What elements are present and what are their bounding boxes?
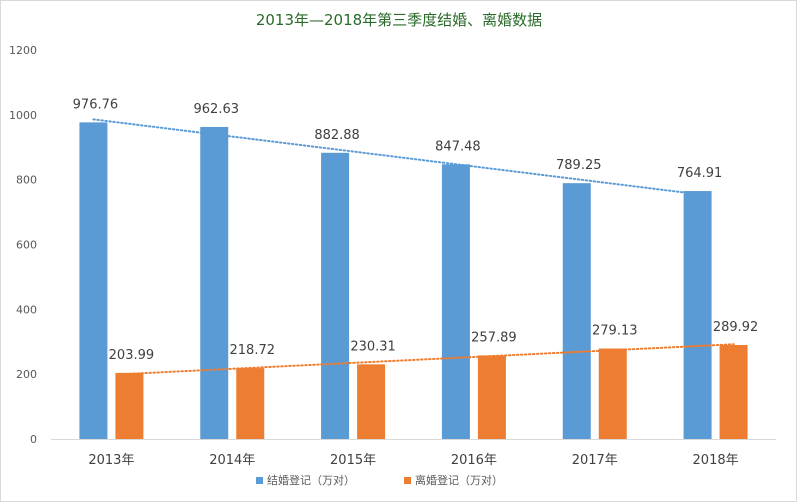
x-tick-label: 2017年 (572, 453, 618, 468)
bar-divorce (357, 364, 386, 439)
bars (79, 122, 748, 439)
bar-marriage (79, 122, 108, 439)
legend-label-marriage: 结婚登记（万对） (267, 473, 355, 487)
legend-label-divorce: 离婚登记（万对） (415, 473, 503, 487)
bar-divorce (477, 355, 506, 439)
x-axis: 2013年 2014年 2015年 2016年 2017年 2018年 (51, 439, 776, 468)
data-label-divorce: 289.92 (713, 320, 759, 335)
legend: 结婚登记（万对） 离婚登记（万对） (256, 473, 503, 487)
data-label-divorce: 257.89 (471, 330, 517, 345)
trendlines (92, 118, 735, 375)
trendline-divorce (128, 343, 735, 375)
data-label-divorce: 203.99 (109, 348, 155, 363)
y-tick-label: 1000 (9, 109, 37, 122)
bar-marriage (683, 191, 712, 439)
data-label-marriage: 764.91 (677, 166, 723, 181)
x-tick-label: 2016年 (451, 453, 497, 468)
bar-marriage (321, 152, 350, 439)
chart-title: 2013年—2018年第三季度结婚、离婚数据 (256, 11, 542, 29)
data-label-marriage: 882.88 (314, 128, 360, 143)
bar-marriage (562, 183, 591, 439)
bar-divorce (598, 348, 627, 439)
data-label-divorce: 230.31 (350, 339, 396, 354)
legend-swatch-divorce (404, 477, 411, 484)
data-label-marriage: 962.63 (194, 102, 240, 117)
y-axis: 0 200 400 600 800 1000 1200 (9, 44, 37, 446)
legend-swatch-marriage (256, 477, 263, 484)
data-label-marriage: 976.76 (73, 97, 119, 112)
y-tick-label: 0 (30, 433, 37, 446)
y-tick-label: 400 (16, 303, 37, 316)
x-tick-label: 2018年 (693, 453, 739, 468)
y-tick-label: 600 (16, 239, 37, 252)
bar-divorce (236, 368, 265, 439)
bar-divorce (115, 372, 144, 439)
data-label-divorce: 279.13 (592, 324, 638, 339)
y-tick-label: 800 (16, 174, 37, 187)
data-labels: 976.76 962.63 882.88 847.48 789.25 764.91 203.… (73, 97, 759, 363)
bar-marriage (441, 164, 470, 439)
x-tick-label: 2013年 (88, 453, 134, 468)
trendline-marriage (92, 118, 699, 196)
bar-marriage (200, 126, 229, 439)
data-label-marriage: 847.48 (435, 139, 481, 154)
data-label-divorce: 218.72 (230, 343, 276, 358)
data-label-marriage: 789.25 (556, 158, 602, 173)
bar-divorce (719, 345, 748, 439)
y-tick-label: 1200 (9, 44, 37, 57)
y-tick-label: 200 (16, 368, 37, 381)
x-tick-label: 2015年 (330, 453, 376, 468)
x-tick-label: 2014年 (209, 453, 255, 468)
